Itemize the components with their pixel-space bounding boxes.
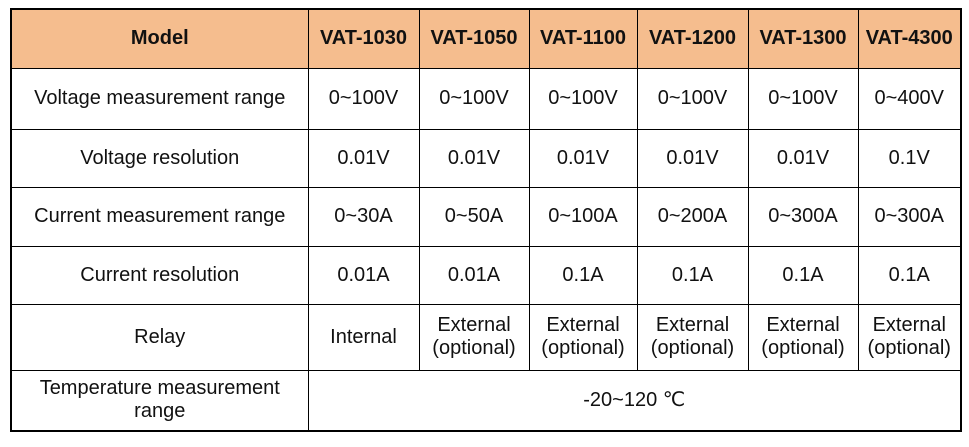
row-label: Relay [10,303,309,371]
cell-value: 0~100V [307,67,420,130]
cell-value: 0.01V [528,128,638,188]
column-header-vat-1030: VAT-1030 [307,8,420,69]
row-label-text: Temperature measurement range [39,377,280,423]
cell-value: 0.01A [307,245,420,305]
table-row-current-measurement-range: Current measurement range 0~30A 0~50A 0~… [10,186,962,247]
row-label: Current measurement range [10,186,309,247]
temperature-range-value: -20~120 ℃ [307,369,962,432]
cell-value: External (optional) [747,303,859,371]
cell-value: External (optional) [857,303,962,371]
cell-value: External (optional) [418,303,530,371]
cell-value: 0~400V [857,67,962,130]
column-header-vat-4300: VAT-4300 [857,8,962,69]
cell-value: 0.01V [747,128,859,188]
cell-value: 0.01A [418,245,530,305]
column-header-vat-1050: VAT-1050 [418,8,530,69]
cell-value: 0.1A [747,245,859,305]
column-header-vat-1300: VAT-1300 [747,8,859,69]
cell-value: 0.01V [636,128,749,188]
cell-value: 0~100V [636,67,749,130]
cell-value: 0.01V [418,128,530,188]
table-row-relay: Relay Internal External (optional) Exter… [10,303,962,371]
cell-value: 0~100V [747,67,859,130]
cell-value: 0~300A [857,186,962,247]
cell-value: 0~100V [528,67,638,130]
row-label: Current resolution [10,245,309,305]
cell-value: 0.1V [857,128,962,188]
table-row-current-resolution: Current resolution 0.01A 0.01A 0.1A 0.1A… [10,245,962,305]
model-spec-table: Model VAT-1030 VAT-1050 VAT-1100 VAT-120… [10,8,962,432]
cell-value: 0.1A [528,245,638,305]
column-header-vat-1200: VAT-1200 [636,8,749,69]
header-row: Model VAT-1030 VAT-1050 VAT-1100 VAT-120… [10,8,962,69]
model-header-cell: Model [10,8,309,69]
table-row-voltage-resolution: Voltage resolution 0.01V 0.01V 0.01V 0.0… [10,128,962,188]
row-label: Voltage resolution [10,128,309,188]
column-header-vat-1100: VAT-1100 [528,8,638,69]
table-row-temperature-measurement-range: Temperature measurement range -20~120 ℃ [10,369,962,432]
cell-value: Internal [307,303,420,371]
row-label: Voltage measurement range [10,67,309,130]
cell-value: 0~100V [418,67,530,130]
cell-value: External (optional) [528,303,638,371]
cell-value: 0~300A [747,186,859,247]
cell-value: 0.01V [307,128,420,188]
cell-value: 0.1A [636,245,749,305]
cell-value: 0.1A [857,245,962,305]
cell-value: 0~200A [636,186,749,247]
row-label: Temperature measurement range [10,369,309,432]
cell-value: 0~30A [307,186,420,247]
table-row-voltage-measurement-range: Voltage measurement range 0~100V 0~100V … [10,67,962,130]
cell-value: 0~50A [418,186,530,247]
cell-value: External (optional) [636,303,749,371]
cell-value: 0~100A [528,186,638,247]
